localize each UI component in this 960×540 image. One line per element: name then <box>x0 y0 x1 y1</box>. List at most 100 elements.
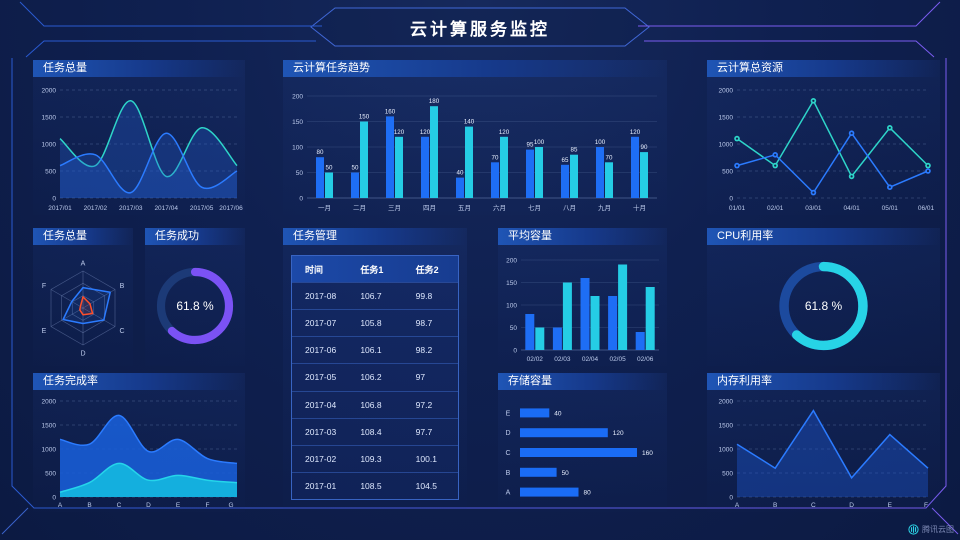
svg-text:0: 0 <box>729 494 733 501</box>
panel-memory: 内存利用率 0 500 1000 1500 2000 A B C D E F <box>707 373 940 512</box>
svg-text:B: B <box>87 502 91 509</box>
svg-text:01/01: 01/01 <box>729 205 746 212</box>
svg-text:61.8 %: 61.8 % <box>176 299 214 313</box>
panel-title-cpu: CPU利用率 <box>707 228 940 245</box>
svg-text:1500: 1500 <box>42 114 57 121</box>
table-cell: 99.8 <box>415 291 433 302</box>
svg-text:06/01: 06/01 <box>918 205 935 212</box>
svg-text:2017/04: 2017/04 <box>154 205 178 212</box>
panel-title-task-success: 任务成功 <box>145 228 245 245</box>
table-cell: 2017-07 <box>305 318 337 329</box>
table-cell: 109.3 <box>360 453 382 464</box>
task-success-donut-chart: 61.8 % <box>156 267 234 345</box>
svg-text:50: 50 <box>326 165 333 172</box>
svg-text:九月: 九月 <box>598 203 611 212</box>
panel-task-trend: 云计算任务趋势 0 50 100 150 200 一月 二月 三月 四月 五月 六月 七月 八月 九月 十月… <box>283 60 667 215</box>
svg-text:B: B <box>773 502 777 509</box>
svg-text:0: 0 <box>299 195 303 202</box>
svg-text:2017/02: 2017/02 <box>84 205 108 212</box>
svg-text:B: B <box>120 283 125 290</box>
svg-text:1500: 1500 <box>719 422 734 429</box>
svg-text:04/01: 04/01 <box>843 205 860 212</box>
table-cell: 2017-03 <box>305 426 337 437</box>
svg-text:F: F <box>206 502 210 509</box>
table-cell: 98.2 <box>415 345 433 356</box>
svg-text:150: 150 <box>359 114 370 121</box>
table-cell: 97.2 <box>415 399 433 410</box>
svg-text:1000: 1000 <box>42 141 57 148</box>
table-header-cell: 任务2 <box>415 264 439 275</box>
svg-text:五月: 五月 <box>458 204 471 212</box>
table-cell: 105.8 <box>360 318 382 329</box>
svg-text:50: 50 <box>296 170 304 177</box>
table-cell: 2017-05 <box>305 372 337 383</box>
svg-text:100: 100 <box>595 139 606 146</box>
panel-storage: 存储容量 E 40 D 120 C 160 B 50 A 80 <box>498 373 667 512</box>
svg-text:D: D <box>80 351 85 358</box>
svg-text:160: 160 <box>385 108 396 115</box>
svg-text:500: 500 <box>45 168 56 175</box>
svg-text:A: A <box>58 502 63 509</box>
svg-text:50: 50 <box>510 325 518 332</box>
svg-text:0: 0 <box>52 195 56 202</box>
cpu-donut-chart: 61.8 % <box>779 261 868 351</box>
storage-hbar-chart: E 40 D 120 C 160 B 50 A 80 <box>505 408 653 497</box>
svg-text:2017/05: 2017/05 <box>190 205 214 212</box>
panel-task-success: 任务成功 61.8 % <box>145 228 245 366</box>
table-row: 2017-01 108.5 104.5 <box>292 471 458 499</box>
svg-text:100: 100 <box>292 144 303 151</box>
table-cell: 104.5 <box>415 480 437 491</box>
svg-text:2017/03: 2017/03 <box>119 205 143 212</box>
panel-title-avg-capacity: 平均容量 <box>498 228 667 245</box>
panel-completion: 任务完成率 0 500 1000 1500 2000 A B C D E F G <box>33 373 245 512</box>
svg-text:2000: 2000 <box>42 87 57 94</box>
table-row: 2017-02 109.3 100.1 <box>292 444 458 472</box>
panel-avg-capacity: 平均容量 0 50 100 150 200 02/02 02/03 02/04 02/05 02/… <box>498 228 667 366</box>
svg-text:七月: 七月 <box>528 203 541 212</box>
svg-text:E: E <box>42 328 47 335</box>
cloud-chart-logo-icon <box>908 524 919 535</box>
avg-capacity-bar-chart: 0 50 100 150 200 02/02 02/03 02/04 02/05 02/06 <box>506 257 659 363</box>
svg-text:2017/06: 2017/06 <box>219 205 243 212</box>
svg-text:03/01: 03/01 <box>805 205 822 212</box>
svg-text:D: D <box>849 502 854 509</box>
svg-text:E: E <box>888 502 893 509</box>
table-cell: 108.4 <box>360 426 382 437</box>
table-cell: 106.1 <box>360 345 382 356</box>
watermark: 腾讯云图 <box>908 524 954 535</box>
svg-text:A: A <box>81 261 86 268</box>
svg-text:四月: 四月 <box>423 204 436 212</box>
panel-radar: 任务总量 A B C D E F <box>33 228 133 366</box>
table-header-cell: 时间 <box>305 264 324 275</box>
table-cell: 2017-02 <box>305 453 337 464</box>
svg-text:70: 70 <box>606 154 613 161</box>
memory-line-chart: 0 500 1000 1500 2000 A B C D E F <box>719 398 929 509</box>
panel-cpu: CPU利用率 61.8 % <box>707 228 940 366</box>
svg-text:85: 85 <box>571 147 578 154</box>
svg-text:120: 120 <box>630 129 641 136</box>
svg-text:61.8 %: 61.8 % <box>805 299 843 313</box>
task-table: 时间 任务1 任务2 2017-08 106.7 99.8 2017-07 105.8 98.7… <box>291 255 459 500</box>
task-trend-bar-chart: 0 50 100 150 200 一月 二月 三月 四月 五月 六月 七月 八月 九月 十月 80 50 160 1… <box>292 93 657 212</box>
watermark-label: 腾讯云图 <box>922 525 954 534</box>
svg-text:02/06: 02/06 <box>637 356 654 363</box>
svg-text:02/01: 02/01 <box>767 205 784 212</box>
svg-text:500: 500 <box>722 168 733 175</box>
svg-text:40: 40 <box>554 410 562 417</box>
svg-text:2000: 2000 <box>719 87 734 94</box>
svg-text:一月: 一月 <box>318 204 331 212</box>
svg-text:95: 95 <box>527 142 534 149</box>
svg-text:1500: 1500 <box>42 422 57 429</box>
table-cell: 97 <box>415 372 426 383</box>
panel-title-storage: 存储容量 <box>498 373 667 390</box>
svg-text:500: 500 <box>45 470 56 477</box>
svg-text:150: 150 <box>506 280 517 287</box>
svg-text:40: 40 <box>457 170 464 177</box>
svg-text:八月: 八月 <box>563 204 576 212</box>
panel-title-total-resources: 云计算总资源 <box>707 60 940 77</box>
svg-text:F: F <box>42 283 46 290</box>
svg-text:500: 500 <box>722 470 733 477</box>
table-row: 2017-04 106.8 97.2 <box>292 390 458 418</box>
svg-text:02/03: 02/03 <box>554 356 571 363</box>
svg-text:三月: 三月 <box>388 204 401 212</box>
